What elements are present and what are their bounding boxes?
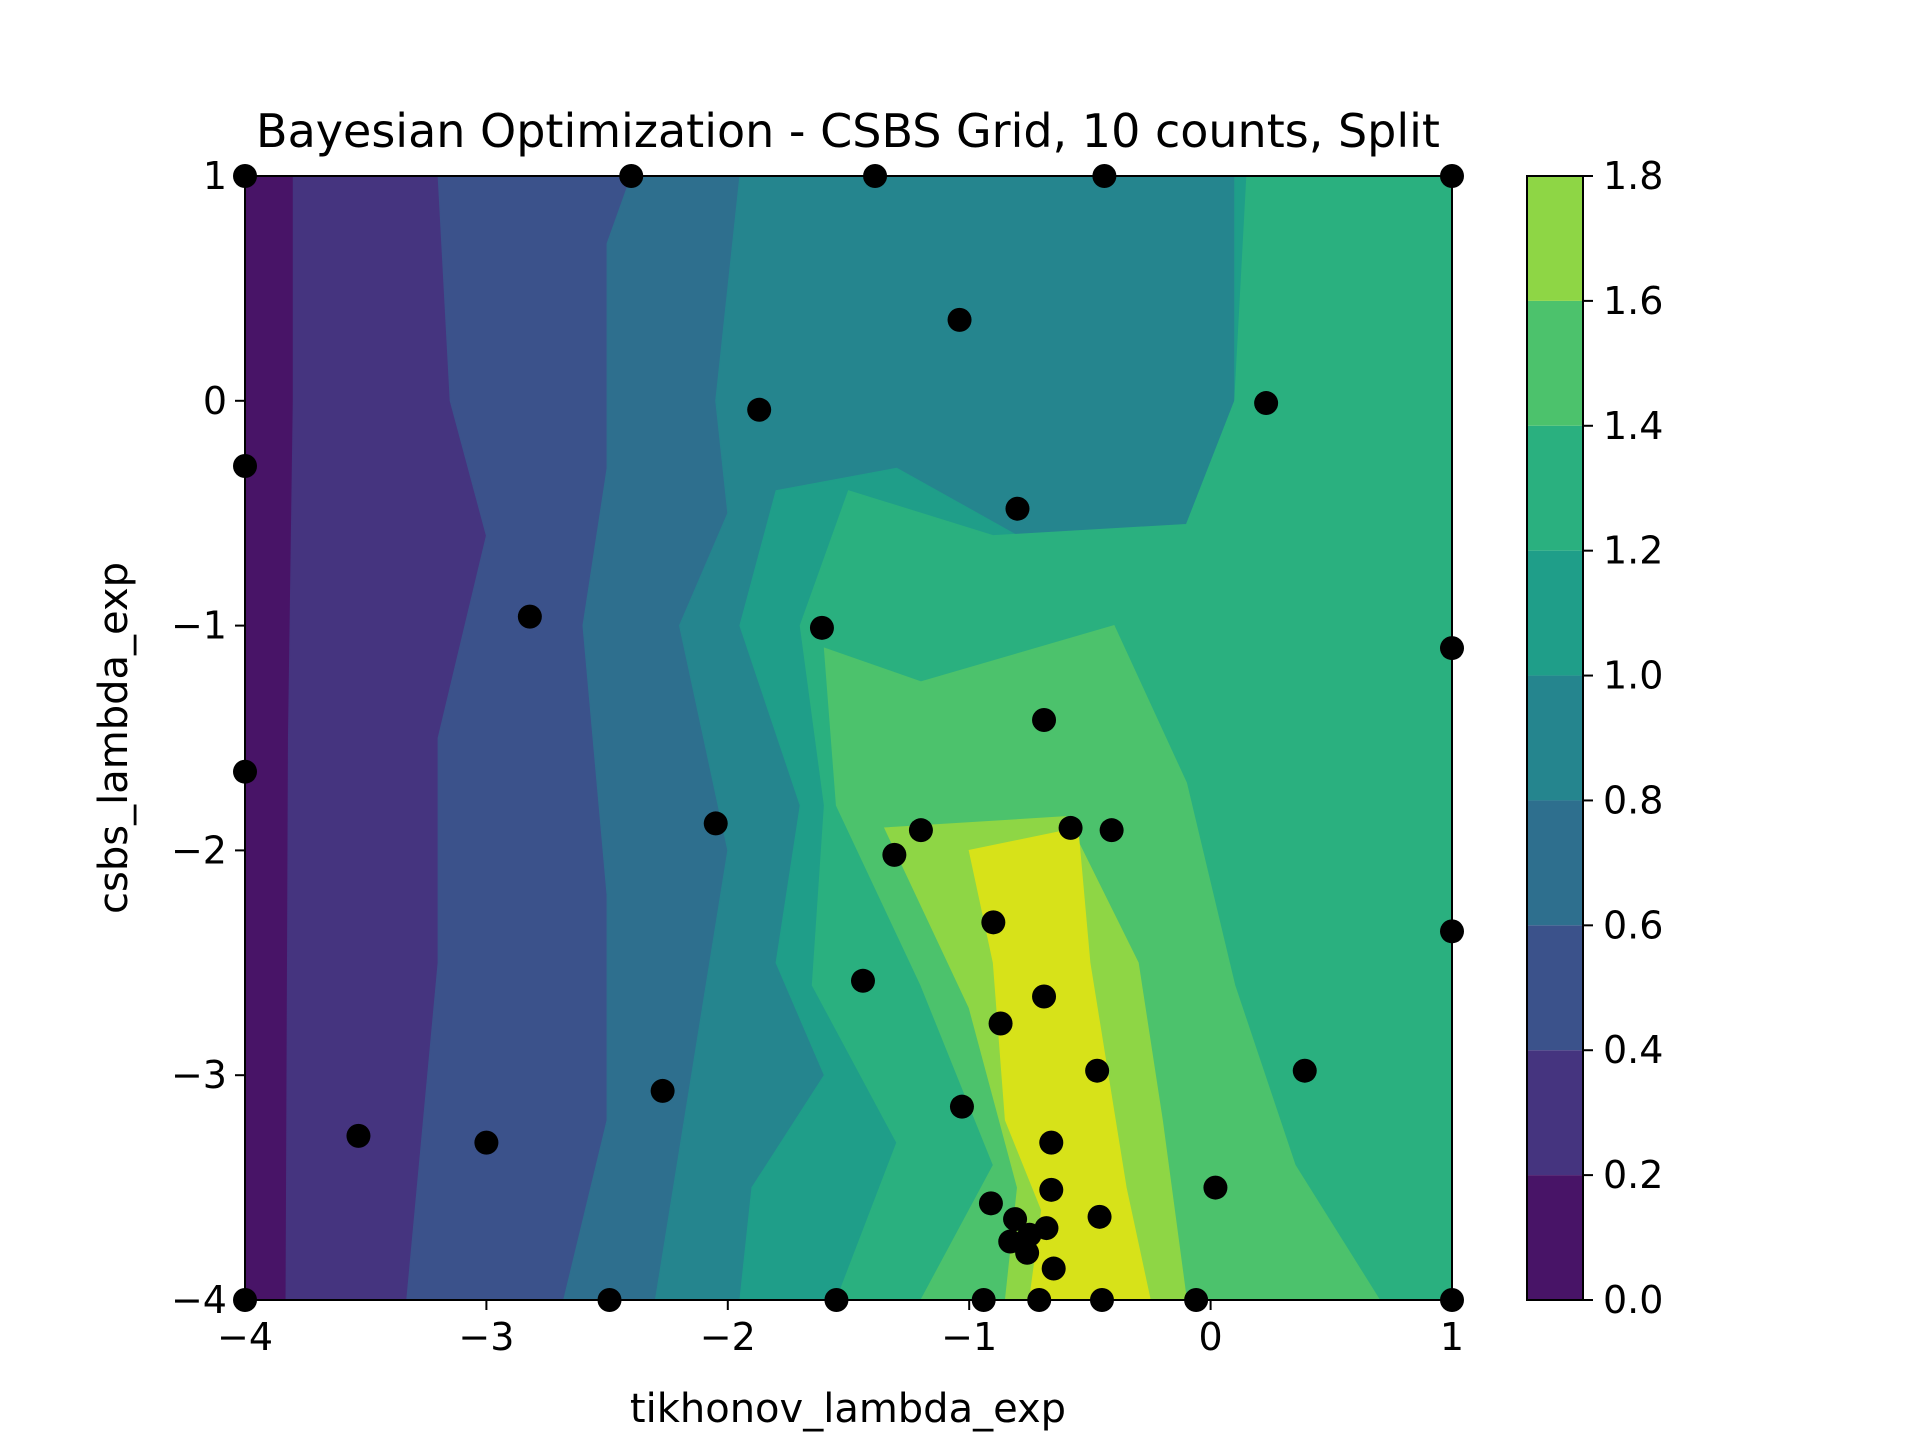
colorbar-segment: [1527, 800, 1583, 926]
chart-title: Bayesian Optimization - CSBS Grid, 10 co…: [256, 104, 1440, 158]
colorbar-segment: [1527, 425, 1583, 551]
x-tick-label: 0: [1199, 1315, 1223, 1359]
sample-points: [233, 164, 1464, 1312]
sample-point: [1032, 708, 1057, 733]
x-tick-label: −3: [458, 1315, 514, 1359]
y-tick-label: −3: [171, 1053, 227, 1097]
sample-point: [949, 1094, 974, 1119]
y-axis-label: csbs_lambda_exp: [91, 562, 137, 914]
colorbar-tick-label: 1.8: [1603, 154, 1663, 198]
sample-point: [1058, 815, 1083, 840]
sample-point: [947, 307, 972, 332]
y-tick-label: −2: [171, 828, 227, 872]
y-axis-ticks: −4 −3 −2 −1 0 1: [171, 154, 245, 1322]
sample-point: [1041, 1256, 1066, 1281]
colorbar-segment: [1527, 675, 1583, 801]
colorbar-tick-label: 1.6: [1603, 279, 1663, 323]
colorbar-tick-label: 0.8: [1603, 778, 1663, 822]
sample-point: [1005, 496, 1030, 521]
colorbar-frame: [1526, 175, 1584, 1301]
colorbar-segment: [1527, 300, 1583, 426]
sample-point: [1254, 391, 1279, 416]
sample-point: [809, 615, 834, 640]
x-axis-ticks: −4 −3 −2 −1 0 1: [217, 1300, 1464, 1359]
sample-point: [988, 1011, 1013, 1036]
colorbar-tick-label: 0.6: [1603, 903, 1663, 947]
sample-point: [998, 1229, 1023, 1254]
sample-point: [1085, 1058, 1110, 1083]
sample-point: [908, 818, 933, 843]
colorbar-segment: [1527, 550, 1583, 676]
colorbar-segment: [1527, 176, 1583, 301]
sample-point: [650, 1078, 675, 1103]
sample-point: [1039, 1130, 1064, 1155]
colorbar-tick-label: 0.0: [1603, 1278, 1663, 1322]
colorbar-ticks: 0.0 0.2 0.4 0.6 0.8 1.0 1.2 1.4 1.6 1.8: [1583, 154, 1663, 1322]
sample-point: [1099, 818, 1124, 843]
sample-point: [1203, 1175, 1228, 1200]
colorbar-tick-label: 1.2: [1603, 529, 1663, 573]
x-tick-label: −4: [217, 1315, 273, 1359]
sample-point: [1032, 984, 1057, 1009]
x-axis-label: tikhonov_lambda_exp: [630, 1386, 1066, 1432]
sample-point: [747, 397, 772, 422]
y-tick-label: 0: [203, 379, 227, 423]
sample-point: [1039, 1177, 1064, 1202]
sample-point: [1015, 1240, 1040, 1265]
sample-point: [474, 1130, 499, 1155]
colorbar-segment: [1527, 1050, 1583, 1176]
colorbar-tick-label: 1.0: [1603, 654, 1663, 698]
sample-point: [346, 1123, 371, 1148]
sample-point: [882, 842, 907, 867]
sample-point: [517, 604, 542, 629]
colorbar-tick-label: 0.2: [1603, 1153, 1663, 1197]
y-tick-label: −4: [171, 1278, 227, 1322]
colorbar-segment: [1527, 1175, 1583, 1300]
colorbar-tick-label: 0.4: [1603, 1028, 1663, 1072]
x-tick-label: −2: [700, 1315, 756, 1359]
sample-point: [978, 1191, 1003, 1216]
colorbar-segment: [1527, 925, 1583, 1051]
contour-fill: [245, 176, 1452, 1300]
sample-point: [1003, 1207, 1028, 1232]
colorbar: [1527, 176, 1583, 1300]
y-tick-label: 1: [203, 154, 227, 198]
sample-point: [1292, 1058, 1317, 1083]
contour-band-9: [968, 827, 1151, 1300]
sample-point: [1017, 1222, 1042, 1247]
x-tick-label: 1: [1440, 1315, 1464, 1359]
plot-frame: [244, 175, 1453, 1301]
x-tick-label: −1: [941, 1315, 997, 1359]
sample-point: [850, 968, 875, 993]
sample-point: [981, 910, 1006, 935]
colorbar-tick-label: 1.4: [1603, 404, 1663, 448]
y-tick-label: −1: [171, 604, 227, 648]
sample-point: [1087, 1204, 1112, 1229]
sample-point: [703, 811, 728, 836]
